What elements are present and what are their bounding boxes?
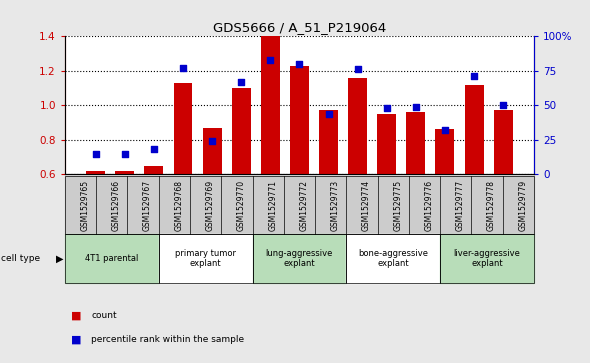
Title: GDS5666 / A_51_P219064: GDS5666 / A_51_P219064 — [213, 21, 386, 34]
Text: GSM1529765: GSM1529765 — [80, 180, 90, 231]
Point — [120, 151, 130, 156]
Bar — [202, 128, 222, 174]
Bar — [261, 36, 280, 174]
Bar — [86, 171, 105, 174]
Bar — [494, 110, 513, 174]
Point — [382, 105, 391, 111]
Point — [237, 79, 246, 85]
Point — [266, 57, 275, 63]
Point — [499, 102, 508, 108]
Text: GSM1529771: GSM1529771 — [268, 180, 277, 231]
Point — [411, 104, 421, 110]
Text: primary tumor
explant: primary tumor explant — [175, 249, 236, 268]
Text: GSM1529770: GSM1529770 — [237, 180, 246, 231]
Point — [295, 61, 304, 67]
Text: lung-aggressive
explant: lung-aggressive explant — [266, 249, 333, 268]
Text: ■: ■ — [71, 334, 81, 344]
Text: cell type: cell type — [1, 254, 40, 263]
Text: GSM1529773: GSM1529773 — [330, 180, 340, 231]
Bar — [115, 171, 135, 174]
Text: GSM1529779: GSM1529779 — [519, 180, 527, 231]
Text: GSM1529775: GSM1529775 — [393, 180, 402, 231]
Text: count: count — [91, 311, 117, 320]
Text: GSM1529767: GSM1529767 — [143, 180, 152, 231]
Text: GSM1529766: GSM1529766 — [112, 180, 121, 231]
Bar — [377, 114, 396, 174]
Text: ▶: ▶ — [56, 254, 64, 264]
Bar — [407, 112, 425, 174]
Bar — [319, 110, 338, 174]
Text: GSM1529778: GSM1529778 — [487, 180, 496, 231]
Point — [324, 111, 333, 117]
Bar — [145, 166, 163, 174]
Bar — [464, 85, 484, 174]
Bar — [348, 78, 367, 174]
Bar — [435, 130, 454, 174]
Point — [353, 66, 362, 72]
Bar — [290, 66, 309, 174]
Bar — [232, 88, 251, 174]
Text: 4T1 parental: 4T1 parental — [85, 254, 139, 263]
Text: percentile rank within the sample: percentile rank within the sample — [91, 335, 245, 344]
Text: GSM1529768: GSM1529768 — [175, 180, 183, 231]
Text: GSM1529769: GSM1529769 — [205, 180, 215, 231]
Bar — [173, 83, 192, 174]
Point — [149, 147, 159, 152]
Text: GSM1529776: GSM1529776 — [424, 180, 434, 231]
Text: liver-aggressive
explant: liver-aggressive explant — [454, 249, 520, 268]
Text: GSM1529777: GSM1529777 — [456, 180, 465, 231]
Text: GSM1529774: GSM1529774 — [362, 180, 371, 231]
Point — [91, 151, 100, 156]
Point — [440, 127, 450, 133]
Point — [469, 73, 478, 79]
Point — [178, 65, 188, 71]
Text: bone-aggressive
explant: bone-aggressive explant — [358, 249, 428, 268]
Text: ■: ■ — [71, 311, 81, 321]
Point — [208, 138, 217, 144]
Text: GSM1529772: GSM1529772 — [299, 180, 309, 231]
